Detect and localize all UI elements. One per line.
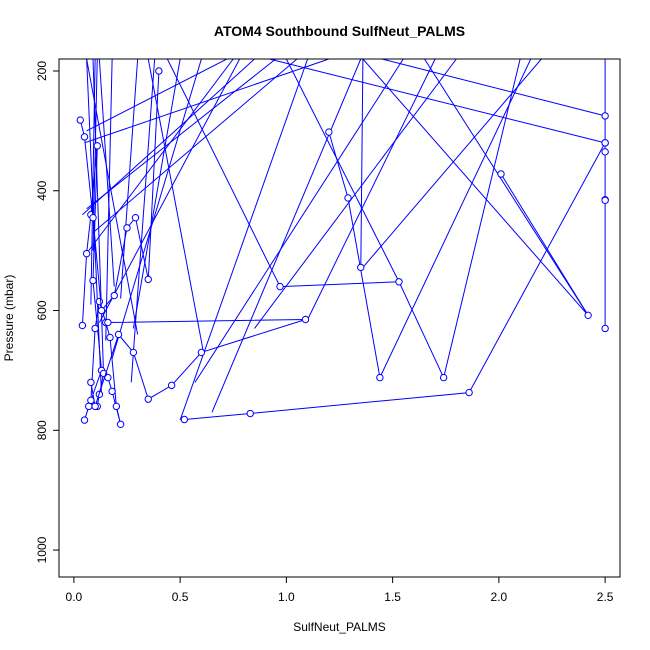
x-tick-label: 1.5 bbox=[384, 590, 401, 604]
x-tick-label: 2.0 bbox=[491, 590, 508, 604]
y-axis-label: Pressure (mbar) bbox=[2, 275, 16, 362]
data-point bbox=[108, 387, 116, 396]
data-point bbox=[89, 276, 97, 285]
data-point bbox=[93, 142, 101, 150]
data-point bbox=[395, 278, 403, 286]
profile-segment-21 bbox=[194, 59, 404, 383]
data-point bbox=[110, 291, 118, 300]
profile-segment-29 bbox=[307, 59, 436, 320]
x-tick-label: 1.0 bbox=[278, 590, 295, 604]
data-point bbox=[80, 416, 89, 424]
x-axis-label: SulfNeut_PALMS bbox=[293, 620, 386, 634]
profile-segment-10 bbox=[88, 59, 234, 251]
data-point bbox=[439, 373, 448, 382]
profile-segment-26 bbox=[424, 59, 589, 316]
data-point bbox=[89, 213, 97, 222]
axes-layer: 0.0 0.5 1.0 1.5 2.0 2.5 200 400 600 800 1000 bbox=[35, 61, 614, 604]
data-point bbox=[276, 282, 284, 291]
data-point bbox=[78, 321, 87, 330]
data-point bbox=[357, 263, 365, 272]
series-line-8 bbox=[279, 281, 445, 378]
profile-segment-1 bbox=[92, 59, 105, 377]
plot-frame bbox=[58, 58, 621, 578]
y-tick-label: 600 bbox=[35, 300, 49, 320]
profile-segment-14 bbox=[84, 59, 330, 144]
data-point bbox=[376, 373, 384, 382]
profile-segment-24 bbox=[379, 59, 532, 378]
profile-segment-15 bbox=[111, 59, 202, 359]
data-point bbox=[91, 324, 99, 333]
profile-segment-6 bbox=[105, 59, 113, 341]
data-point bbox=[95, 297, 104, 306]
data-point bbox=[601, 324, 609, 333]
data-point bbox=[465, 388, 473, 397]
profile-segment-16 bbox=[86, 59, 228, 132]
data-point bbox=[197, 348, 206, 357]
data-point bbox=[97, 306, 106, 315]
data-point bbox=[144, 395, 152, 403]
data-point bbox=[76, 116, 84, 124]
profile-segment-25 bbox=[443, 59, 521, 378]
profile-segment-31 bbox=[285, 59, 400, 282]
data-point bbox=[131, 213, 140, 222]
y-tick-label: 200 bbox=[35, 61, 49, 81]
data-point bbox=[87, 396, 95, 405]
profile-segment-5 bbox=[86, 59, 139, 335]
profile-segment-19 bbox=[179, 59, 309, 421]
data-point bbox=[106, 333, 114, 342]
profile-segment-13 bbox=[92, 59, 298, 234]
data-point bbox=[497, 170, 505, 178]
data-point bbox=[116, 420, 125, 428]
series-line-7 bbox=[360, 59, 589, 316]
data-point bbox=[246, 409, 254, 418]
data-point bbox=[129, 348, 138, 357]
profile-segment-20 bbox=[211, 59, 362, 413]
series-line-6 bbox=[328, 131, 381, 378]
profile-segment-8 bbox=[130, 59, 156, 383]
data-point bbox=[82, 249, 91, 258]
data-point bbox=[144, 275, 152, 284]
data-point bbox=[601, 112, 609, 120]
x-tick-label: 2.5 bbox=[597, 590, 614, 604]
profile-segment-30 bbox=[98, 59, 241, 323]
x-tick-label: 0.0 bbox=[66, 590, 83, 604]
profile-segment-9 bbox=[132, 59, 181, 329]
y-tick-label: 800 bbox=[35, 420, 49, 440]
data-point bbox=[155, 67, 163, 75]
data-point bbox=[584, 311, 592, 320]
profile-segment-12 bbox=[86, 59, 277, 210]
series-line-5 bbox=[184, 142, 606, 420]
data-point bbox=[91, 402, 99, 411]
data-point bbox=[80, 133, 89, 141]
data-point bbox=[87, 378, 95, 387]
data-point bbox=[114, 330, 123, 339]
data-point bbox=[325, 128, 333, 136]
data-point bbox=[301, 315, 310, 324]
profile-segment-22 bbox=[254, 59, 457, 329]
chart-title: ATOM4 Southbound SulfNeut_PALMS bbox=[214, 23, 465, 39]
data-point bbox=[344, 194, 352, 202]
profile-segment-4 bbox=[98, 59, 115, 287]
data-point bbox=[601, 139, 609, 147]
data-point bbox=[104, 318, 112, 327]
y-tick-label: 1000 bbox=[35, 536, 49, 563]
series-layer bbox=[76, 59, 609, 428]
profile-segment-27 bbox=[381, 59, 606, 117]
data-point bbox=[601, 148, 609, 156]
data-point bbox=[112, 402, 121, 411]
x-tick-label: 0.5 bbox=[172, 590, 189, 604]
data-point bbox=[85, 402, 93, 411]
data-point bbox=[123, 224, 131, 232]
profile-segment-17 bbox=[147, 59, 204, 353]
data-point bbox=[180, 415, 189, 424]
y-tick-label: 400 bbox=[35, 180, 49, 200]
data-point bbox=[167, 381, 176, 390]
profile-segment-18 bbox=[166, 59, 281, 287]
profile-segment-28 bbox=[269, 59, 606, 144]
series-line-2 bbox=[90, 319, 306, 407]
profile-segment-23 bbox=[362, 59, 542, 268]
data-point bbox=[601, 196, 609, 205]
profile-segment-7 bbox=[120, 59, 139, 299]
